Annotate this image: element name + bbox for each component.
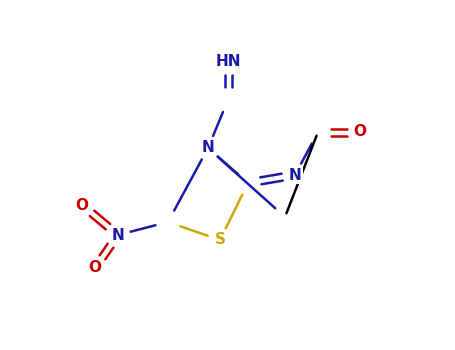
Text: O: O bbox=[89, 260, 101, 275]
Text: O: O bbox=[76, 197, 89, 212]
Text: N: N bbox=[288, 168, 301, 182]
Text: S: S bbox=[214, 232, 226, 247]
Text: HN: HN bbox=[215, 55, 241, 70]
Text: N: N bbox=[111, 228, 124, 243]
Text: N: N bbox=[202, 140, 214, 155]
Text: O: O bbox=[354, 125, 366, 140]
